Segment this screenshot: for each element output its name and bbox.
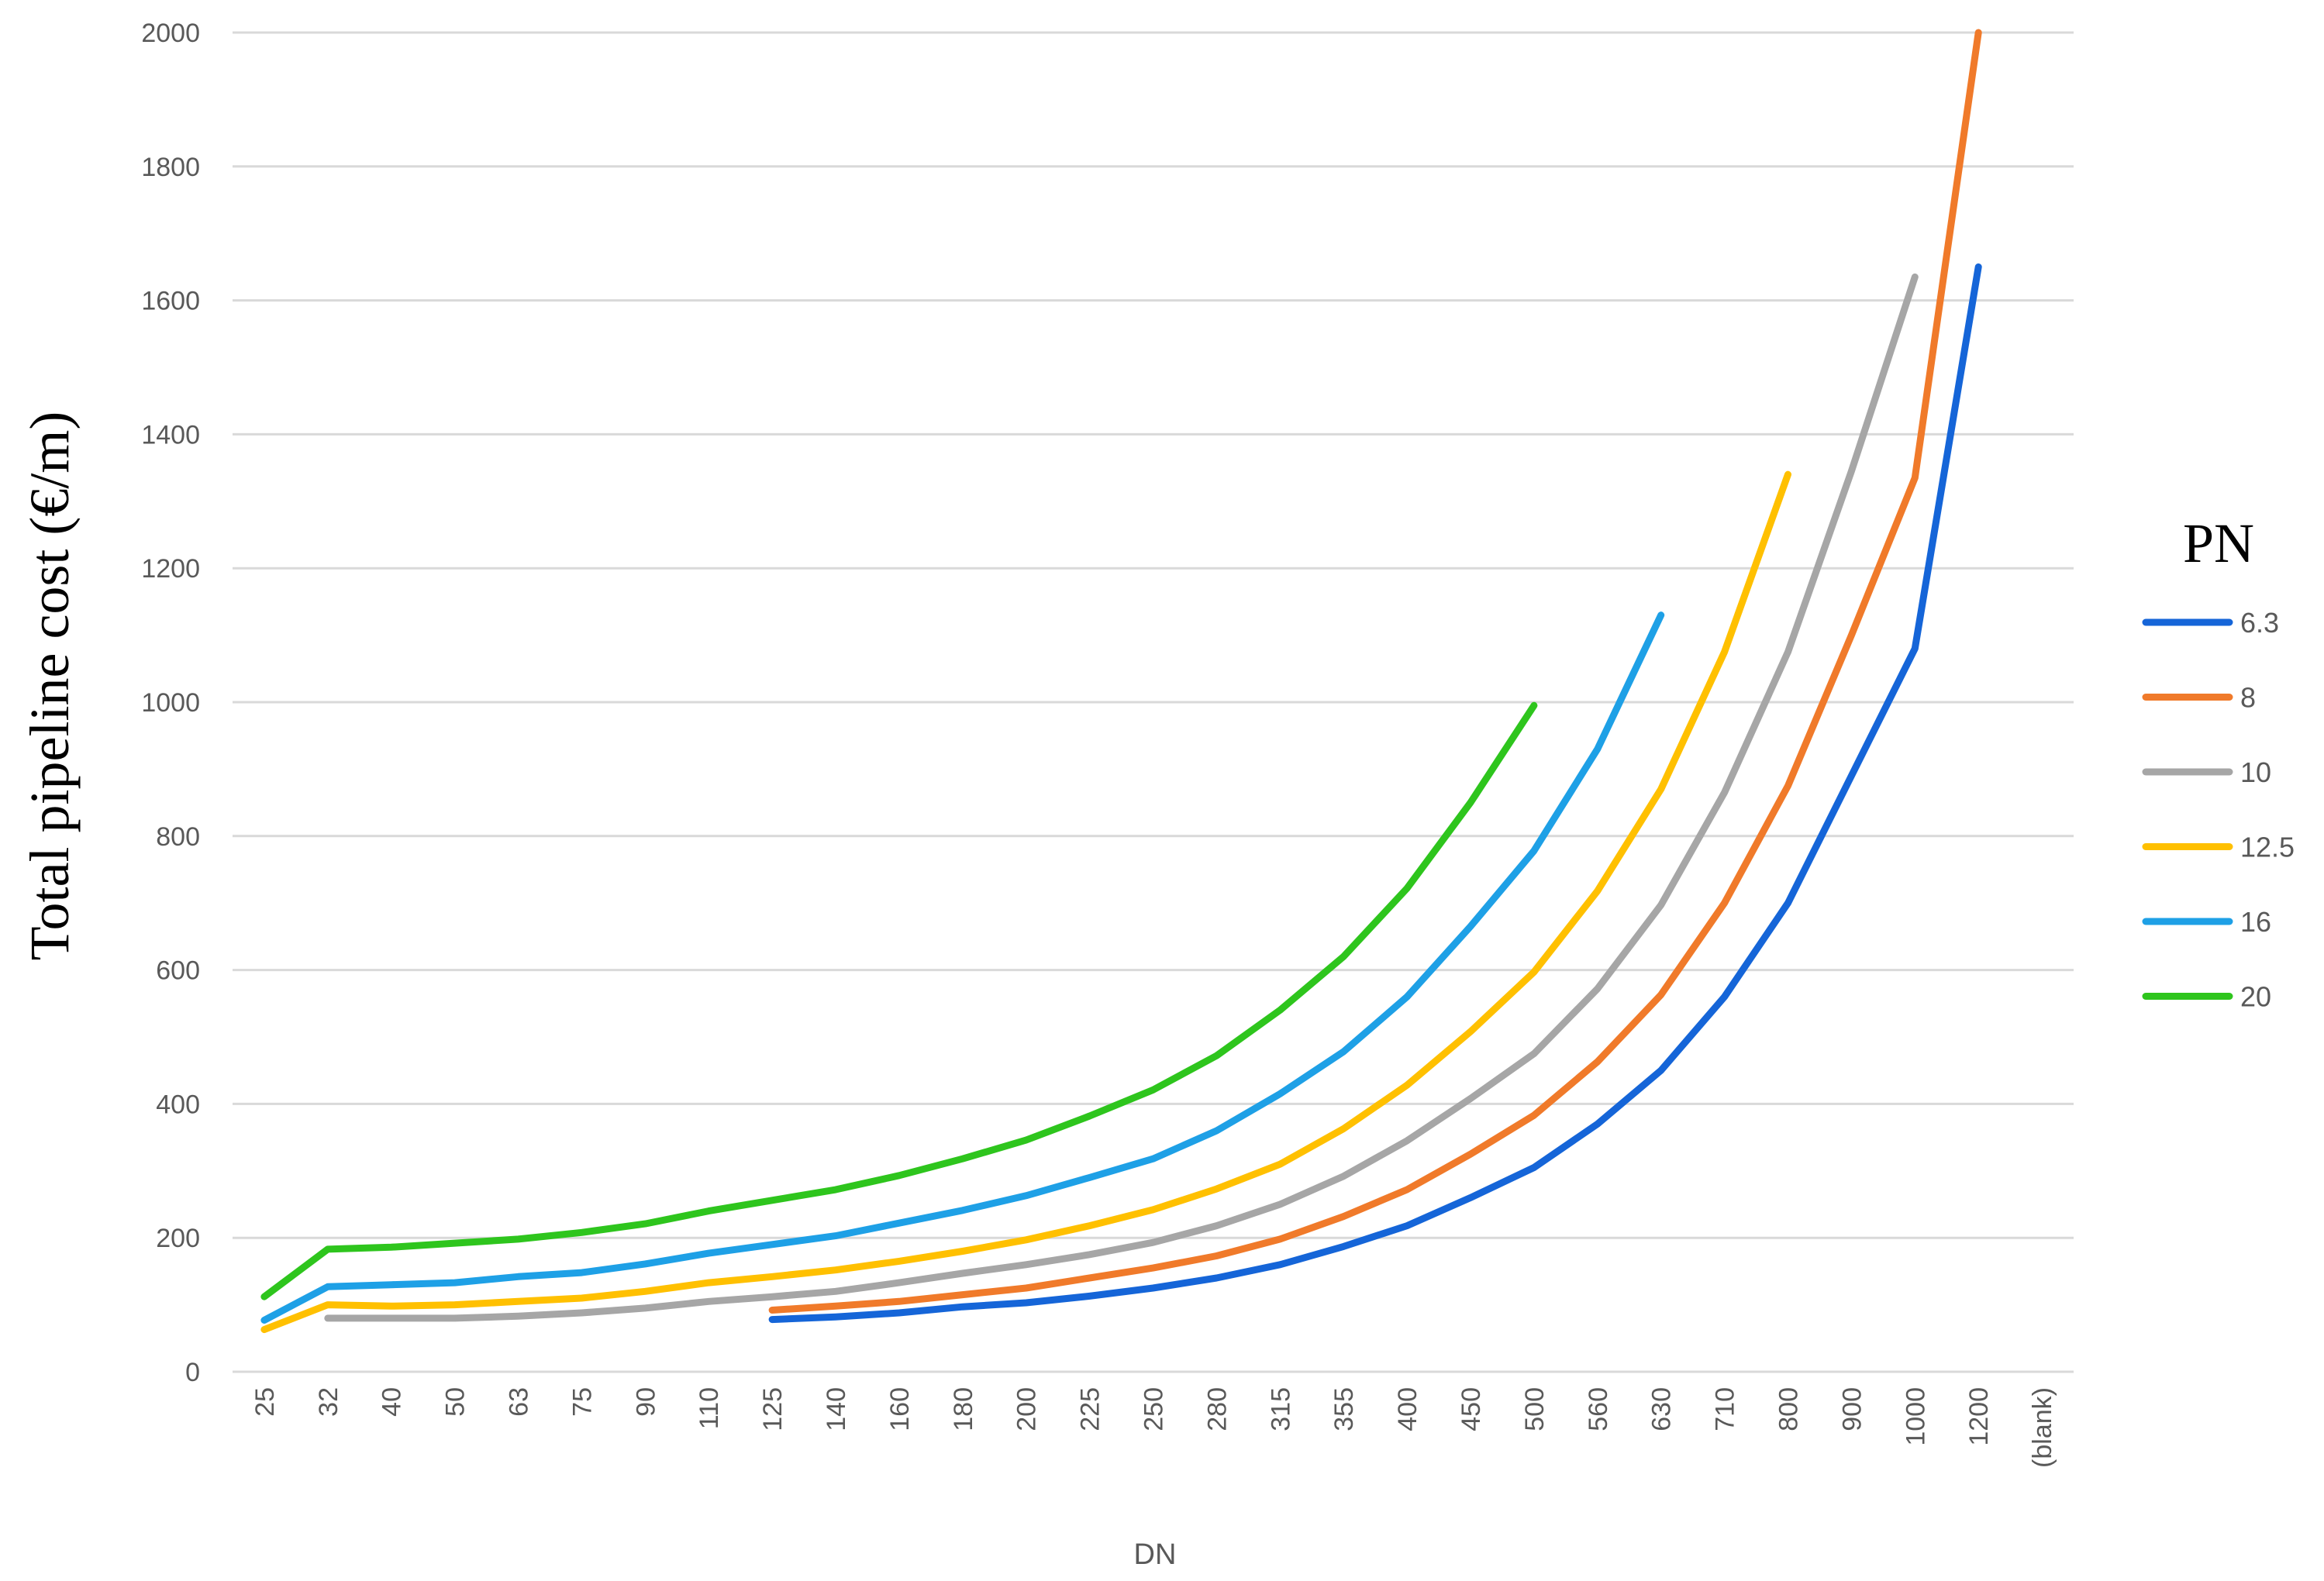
gridlines (233, 31, 2074, 1373)
legend-title: PN (2183, 512, 2254, 574)
y-tick-label: 1600 (141, 287, 200, 316)
x-tick-label: 630 (1647, 1387, 1677, 1431)
series-line-8 (768, 29, 1982, 1314)
x-tick-label: 1000 (1901, 1387, 1930, 1446)
x-tick-label: 200 (1012, 1387, 1042, 1431)
y-tick-label: 0 (185, 1358, 200, 1387)
legend-label-10: 10 (2240, 756, 2271, 788)
y-tick-label: 400 (156, 1090, 200, 1119)
y-tick-label: 1400 (141, 420, 200, 450)
x-tick-label: 900 (1837, 1387, 1867, 1431)
x-tick-label: 1200 (1964, 1387, 1994, 1446)
legend-items: 6.3 8 10 12.5 16 20 (2142, 607, 2295, 1013)
x-tick-label: 250 (1140, 1387, 1169, 1431)
x-tick-label: 40 (378, 1387, 407, 1417)
x-tick-label: 710 (1711, 1387, 1740, 1431)
x-tick-label: 110 (695, 1387, 724, 1429)
x-tick-label: 315 (1266, 1387, 1295, 1431)
x-tick-label: 125 (758, 1387, 788, 1431)
x-tick-label: 500 (1520, 1387, 1550, 1431)
series-line-16 (260, 611, 1665, 1324)
x-tick-label: 280 (1202, 1387, 1232, 1431)
x-tick-label: 800 (1774, 1387, 1803, 1431)
legend-label-16: 16 (2240, 906, 2271, 938)
y-tick-label: 2000 (141, 19, 200, 48)
x-tick-label: 140 (822, 1387, 851, 1431)
legend-label-6.3: 6.3 (2240, 607, 2279, 639)
legend-label-20: 20 (2240, 981, 2271, 1013)
x-tick-label: 25 (250, 1387, 280, 1417)
x-tick-label: 355 (1329, 1387, 1359, 1431)
x-tick-label: (blank) (2028, 1387, 2057, 1468)
y-tick-labels: 0 200 400 600 800 1000 1200 1400 1600 1800 2000 (141, 19, 200, 1387)
legend-label-12.5: 12.5 (2240, 832, 2295, 863)
y-tick-label: 1000 (141, 688, 200, 718)
series-line-6.3 (768, 263, 1982, 1324)
y-tick-label: 200 (156, 1224, 200, 1253)
x-tick-label: 450 (1457, 1387, 1486, 1431)
x-tick-label: 160 (885, 1387, 915, 1431)
y-tick-label: 1800 (141, 153, 200, 182)
y-tick-label: 800 (156, 822, 200, 852)
y-axis-title: Total pipeline cost (€/m) (19, 412, 81, 961)
x-tick-label: 75 (567, 1387, 597, 1417)
x-tick-label: 400 (1393, 1387, 1422, 1431)
series-line-10 (324, 273, 1919, 1322)
x-tick-label: 225 (1076, 1387, 1105, 1431)
x-tick-label: 63 (505, 1387, 534, 1417)
y-tick-label: 1200 (141, 554, 200, 584)
y-tick-label: 600 (156, 956, 200, 986)
legend-label-8: 8 (2240, 682, 2256, 714)
legend: PN 6.3 8 10 12.5 16 20 (2142, 512, 2295, 1013)
x-tick-label: 32 (314, 1387, 343, 1417)
x-tick-label: 50 (441, 1387, 471, 1417)
series-line-12.5 (260, 470, 1791, 1334)
series-lines (260, 29, 1982, 1334)
x-axis-title: DN (1134, 1538, 1177, 1571)
x-tick-label: 560 (1584, 1387, 1613, 1431)
x-tick-labels: 25 32 40 50 63 75 90 110 125 140 160 180 200 225 250 28… (250, 1387, 2057, 1468)
x-tick-label: 180 (949, 1387, 978, 1431)
series-line-20 (260, 701, 1538, 1300)
x-tick-label: 90 (631, 1387, 660, 1417)
